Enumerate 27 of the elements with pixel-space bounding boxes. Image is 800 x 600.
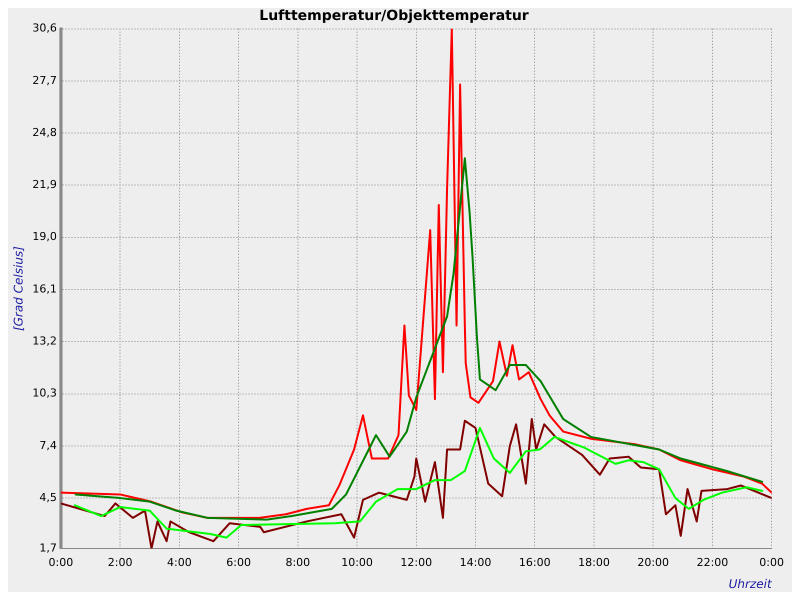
x-tick-label: 12:00 — [400, 556, 432, 569]
x-tick-label: 6:00 — [226, 556, 251, 569]
y-tick-label: 10,3 — [32, 386, 57, 400]
x-tick-label: 8:00 — [285, 556, 310, 569]
x-tick-label: 0:00 — [759, 556, 784, 569]
y-tick-label: 7,4 — [39, 438, 57, 452]
chart-title: Lufttemperatur/Objekttemperatur — [259, 8, 529, 24]
y-tick-label: 4,5 — [39, 490, 57, 504]
x-tick-label: 22:00 — [696, 556, 728, 569]
x-tick-label: 4:00 — [167, 556, 192, 569]
x-tick-label: 2:00 — [108, 556, 132, 569]
y-tick-label: 21,9 — [32, 178, 57, 192]
y-tick-label: 30,6 — [32, 22, 57, 35]
x-tick-label: 10:00 — [341, 556, 373, 569]
x-tick-label: 18:00 — [578, 556, 610, 569]
y-tick-label: 24,8 — [32, 126, 57, 139]
x-tick-label: 14:00 — [460, 556, 492, 569]
y-axis-title: [Grad Celsius] — [11, 246, 26, 332]
x-tick-label: 20:00 — [637, 556, 670, 569]
y-tick-label: 16,1 — [32, 282, 57, 296]
x-tick-label: 0:00 — [48, 556, 74, 569]
x-axis-title: Uhrzeit — [728, 576, 773, 591]
y-tick-label: 1,7 — [39, 541, 57, 554]
x-tick-label: 16:00 — [518, 556, 551, 569]
y-tick-label: 19,0 — [32, 230, 57, 244]
y-tick-label: 27,7 — [32, 74, 57, 87]
y-tick-label: 13,2 — [32, 334, 57, 348]
